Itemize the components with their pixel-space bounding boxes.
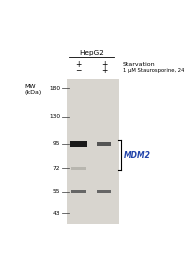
Bar	[70, 141, 87, 146]
Text: 180: 180	[49, 86, 60, 91]
Text: +: +	[75, 60, 82, 69]
Text: 1 μM Staurosporine, 24 hr: 1 μM Staurosporine, 24 hr	[123, 68, 184, 73]
Bar	[97, 142, 111, 146]
Text: HepG2: HepG2	[79, 50, 104, 56]
Bar	[67, 79, 118, 224]
Text: MW: MW	[24, 84, 36, 89]
Text: +: +	[101, 66, 107, 75]
Text: MDM2: MDM2	[123, 151, 150, 160]
Bar	[71, 167, 86, 170]
Text: 130: 130	[49, 114, 60, 119]
Text: 72: 72	[53, 166, 60, 171]
Text: (kDa): (kDa)	[24, 90, 42, 95]
Text: 55: 55	[53, 189, 60, 194]
Text: +: +	[101, 60, 107, 69]
Text: Starvation: Starvation	[123, 62, 155, 67]
Text: −: −	[75, 66, 82, 75]
Bar	[97, 190, 111, 194]
Bar	[71, 190, 86, 194]
Text: 43: 43	[53, 211, 60, 216]
Text: 95: 95	[53, 142, 60, 146]
